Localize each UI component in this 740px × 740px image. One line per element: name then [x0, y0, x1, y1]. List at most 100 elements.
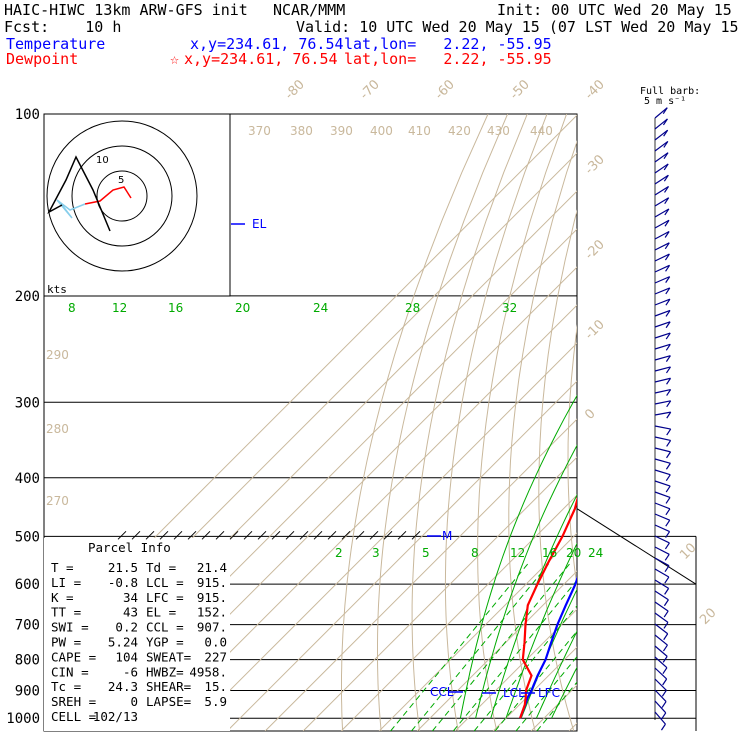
wind-barb-flag [663, 633, 669, 641]
moist-adiabat [505, 542, 577, 719]
freezing-hatch [341, 530, 351, 540]
freezing-hatch [271, 530, 281, 540]
freezing-hatch [201, 530, 211, 540]
temperature-legend: Temperature [6, 35, 106, 53]
parcel-label: CIN = [51, 664, 89, 679]
dry-adiabat [341, 114, 489, 731]
isotherm-line [264, 418, 577, 731]
parcel-value: 152. [197, 605, 227, 620]
parcel-label: CCL = [146, 620, 184, 635]
wind-barb [654, 491, 671, 499]
theta-label: 290 [46, 348, 69, 362]
wind-barb-flag [665, 276, 671, 283]
wind-barb-flag [664, 588, 670, 595]
mixing-ratio-line [494, 630, 577, 731]
hodograph-ring-label: 10 [96, 155, 109, 166]
theta-label: 410 [408, 124, 431, 138]
wind-barb [654, 107, 668, 119]
level-mark-label: EL [252, 217, 267, 231]
mixing-ratio-label: 16 [168, 301, 183, 315]
wind-barb-flag [664, 576, 670, 584]
wind-barb-flag [664, 253, 670, 261]
wind-barb [654, 612, 669, 623]
mixing-ratio-label: 20 [235, 301, 250, 315]
wind-barb [654, 219, 670, 229]
freezing-hatch [243, 530, 253, 540]
wind-barb [654, 343, 671, 350]
dry-adiabat [444, 114, 548, 731]
wind-barb [654, 645, 668, 657]
wind-barb [654, 447, 671, 453]
wind-barb-flag [663, 599, 669, 607]
wind-barb [654, 185, 669, 196]
theta-label: 280 [46, 422, 69, 436]
freezing-hatch [131, 530, 141, 540]
isotherm-line [607, 114, 740, 731]
parcel-value: 907. [197, 620, 227, 635]
wind-barb [654, 400, 671, 405]
isotherm-label: -80 [282, 77, 308, 103]
dry-adiabat [676, 114, 740, 731]
wind-barb-flag [664, 197, 670, 205]
hodograph-ring-label: 5 [118, 175, 124, 186]
isotherm-label: -30 [582, 152, 608, 178]
parcel-box [44, 538, 230, 731]
wind-barb [654, 208, 670, 218]
wind-barb [654, 502, 671, 510]
freezing-hatch [411, 530, 421, 540]
wind-barb [654, 152, 669, 163]
wind-barb [654, 332, 671, 339]
dry-adiabat [538, 209, 577, 731]
parcel-value: 0 [130, 694, 138, 709]
parcel-label: Td = [146, 560, 176, 575]
parcel-value: 21.4 [197, 560, 227, 575]
wind-barb [654, 546, 670, 555]
dry-adiabat [377, 114, 509, 731]
wind-barb-flag [665, 497, 671, 504]
isotherm-line [226, 380, 577, 731]
wind-barb-flag [664, 208, 670, 216]
wind-barb [654, 298, 671, 306]
theta-label: 430 [487, 124, 510, 138]
theta-label: 440 [530, 124, 553, 138]
wind-barb [654, 458, 671, 464]
wind-barb-flag [665, 310, 671, 317]
isotherm-label: -50 [507, 77, 533, 103]
wind-barb-flag [665, 344, 671, 351]
wind-barb-flag [661, 701, 667, 708]
hodograph-low-level [84, 186, 132, 205]
parcel-value: 5.24 [108, 635, 138, 650]
level-mark-label: CCL [430, 685, 454, 699]
pressure-tick-label: 600 [15, 577, 40, 593]
wind-barb-flag [664, 553, 670, 561]
parcel-label: YGP = [146, 635, 184, 650]
parcel-value: 227 [204, 649, 227, 664]
isotherm-line [568, 722, 577, 731]
dewpoint-profile [519, 496, 577, 719]
parcel-value: 21.5 [108, 560, 138, 575]
wind-barb [654, 264, 670, 273]
wind-barb-flag [662, 107, 668, 115]
wind-barb [654, 140, 669, 152]
parcel-label: EL = [146, 605, 176, 620]
isotherm-line [340, 494, 577, 731]
isotherm-label: -60 [432, 77, 458, 103]
moist-adiabat [459, 394, 577, 719]
mixing-ratio-line [411, 561, 552, 731]
theta-label: 370 [248, 124, 271, 138]
parcel-label: SREH = [51, 694, 96, 709]
wind-barb-flag [666, 377, 672, 385]
mixing-ratio-label: 24 [588, 546, 603, 560]
mixing-ratio-label: 3 [372, 546, 380, 560]
wind-barb [654, 711, 666, 725]
parcel-label: SWI = [51, 620, 89, 635]
freezing-hatch [327, 530, 337, 540]
dry-adiabat [596, 114, 651, 731]
freezing-hatch [299, 530, 309, 540]
wind-barbs [654, 107, 672, 731]
moist-adiabat [535, 630, 577, 719]
pressure-tick-label: 300 [15, 395, 40, 411]
wind-barb-flag [664, 231, 670, 238]
wind-barb [654, 197, 669, 207]
mixing-ratio-label: 20 [566, 546, 581, 560]
